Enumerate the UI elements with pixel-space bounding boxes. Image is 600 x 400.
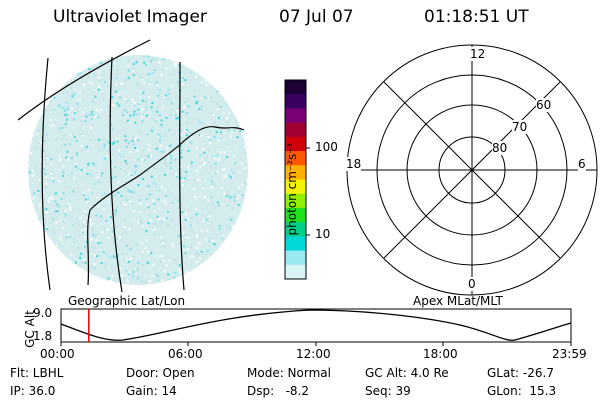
info-glat: GLat: -26.7	[487, 366, 554, 380]
colorbar-tick-100: 100	[315, 140, 338, 154]
altitude-xtick-2359: 23:59	[552, 347, 587, 361]
info-ip: IP: 36.0	[10, 384, 56, 398]
caption-apex: Apex MLat/MLT	[413, 294, 503, 308]
altitude-xtick-0600: 06:00	[168, 347, 203, 361]
altitude-ytick-9: 9.0	[33, 306, 53, 320]
info-door: Door: Open	[126, 366, 195, 380]
time-label: 01:18:51 UT	[424, 7, 529, 27]
mlt-label-6: 6	[578, 157, 586, 171]
info-gain: Gain: 14	[126, 384, 177, 398]
caption-geographic: Geographic Lat/Lon	[68, 294, 186, 308]
app-title: Ultraviolet Imager	[53, 7, 207, 27]
info-filter: Flt: LBHL	[10, 366, 64, 380]
mlt-label-12: 12	[470, 47, 486, 61]
info-seq: Seq: 39	[365, 384, 411, 398]
geographic-grid-lines	[17, 39, 245, 293]
colorbar-tick-10: 10	[315, 227, 331, 241]
altitude-ytick-1-8: 1.8	[33, 329, 53, 343]
lat-label-80: 80	[492, 141, 508, 155]
info-gc-alt: GC Alt: 4.0 Re	[365, 366, 449, 380]
altitude-xtick-1200: 12:00	[296, 347, 331, 361]
info-glon: GLon: 15.3	[487, 384, 557, 398]
lat-label-60: 60	[536, 98, 552, 112]
uv-disk-image	[28, 55, 248, 285]
info-dsp: Dsp: -8.2	[247, 384, 310, 398]
altitude-xtick-0000: 00:00	[40, 347, 75, 361]
mlt-label-18: 18	[346, 157, 362, 171]
colorbar	[284, 79, 310, 280]
info-mode: Mode: Normal	[247, 366, 331, 380]
date-label: 07 Jul 07	[279, 7, 354, 27]
altitude-curve	[60, 309, 572, 341]
mlt-label-0: 0	[468, 277, 476, 291]
lat-label-70: 70	[512, 120, 528, 134]
altitude-xtick-1800: 18:00	[423, 347, 458, 361]
